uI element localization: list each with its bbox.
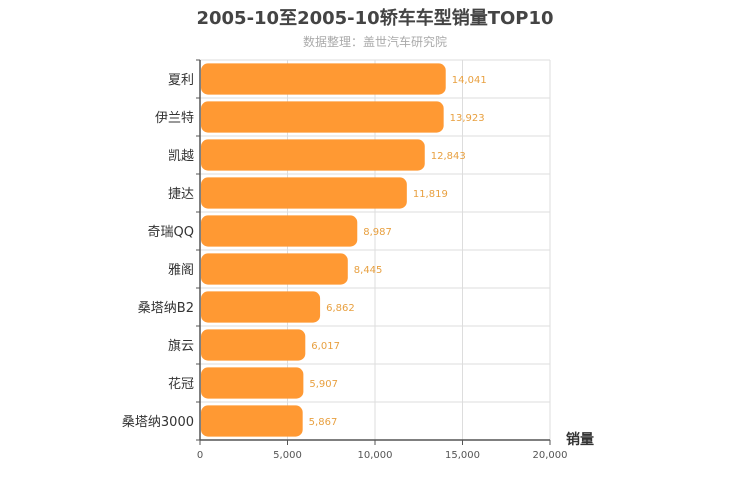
bar	[201, 63, 446, 95]
bar	[201, 367, 304, 399]
bar	[201, 291, 321, 323]
data-label: 6,017	[311, 341, 340, 352]
x-tick-label: 15,000	[445, 450, 480, 461]
chart-subtitle: 数据整理：盖世汽车研究院	[302, 35, 447, 49]
data-label: 5,867	[309, 417, 338, 428]
x-tick-label: 0	[197, 450, 203, 461]
data-label: 8,987	[363, 227, 392, 238]
chart-title: 2005-10至2005-10轿车车型销量TOP10	[196, 8, 554, 29]
category-label: 雅阁	[168, 263, 194, 278]
data-label: 12,843	[431, 151, 466, 162]
data-label: 6,862	[326, 303, 355, 314]
x-tick-label: 20,000	[533, 450, 568, 461]
data-label: 5,907	[309, 379, 338, 390]
category-label: 奇瑞QQ	[148, 224, 194, 240]
category-label: 桑塔纳B2	[138, 301, 194, 316]
bar	[201, 253, 348, 285]
bar	[201, 177, 407, 209]
category-label: 凯越	[168, 149, 194, 164]
data-label: 14,041	[452, 75, 487, 86]
category-label: 夏利	[168, 73, 194, 88]
data-label: 13,923	[450, 113, 485, 124]
bar	[201, 215, 358, 247]
category-label: 花冠	[168, 376, 194, 392]
x-tick-label: 5,000	[273, 450, 302, 461]
x-axis-title: 销量	[566, 431, 594, 448]
category-label: 捷达	[168, 187, 194, 202]
category-label: 伊兰特	[155, 111, 194, 126]
x-tick-label: 10,000	[358, 450, 393, 461]
bar	[201, 405, 303, 437]
category-label: 桑塔纳3000	[122, 415, 194, 430]
data-label: 11,819	[413, 189, 448, 200]
bar	[201, 101, 444, 133]
category-label: 旗云	[168, 338, 194, 354]
bar	[201, 329, 306, 361]
bar	[201, 139, 425, 171]
data-label: 8,445	[354, 265, 383, 276]
